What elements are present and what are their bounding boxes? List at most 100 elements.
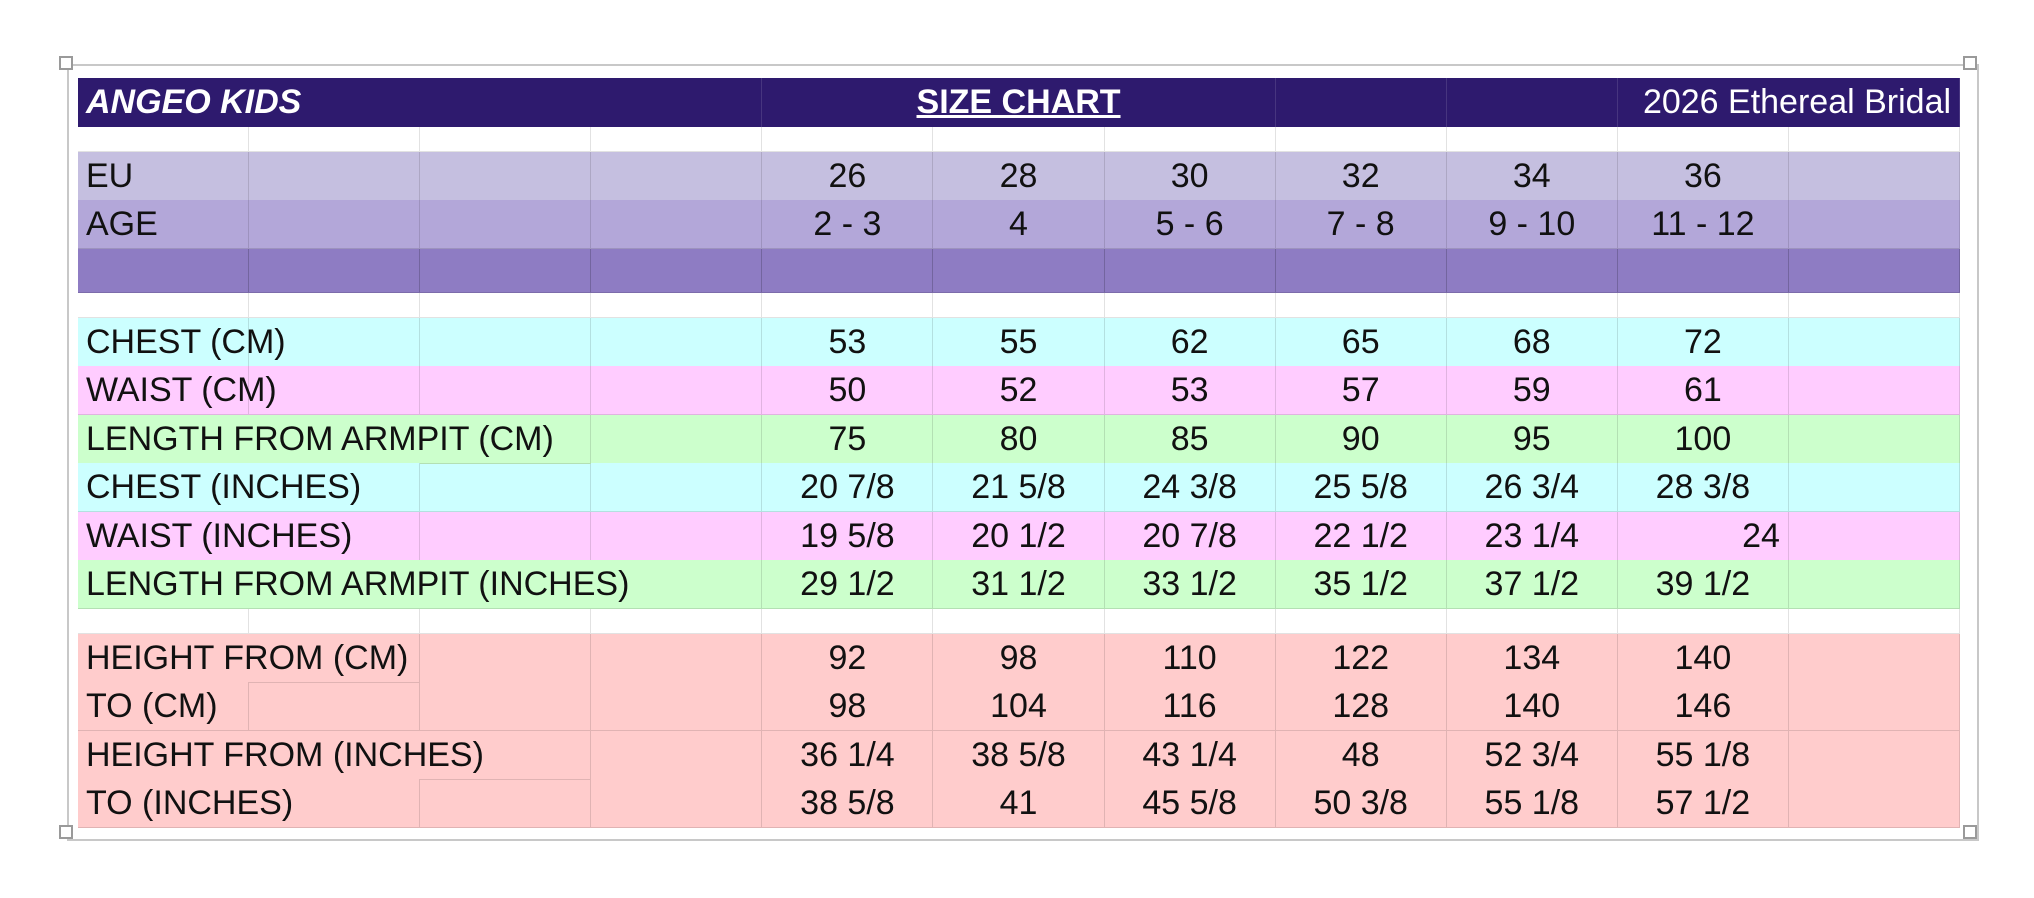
- measurement-row-chest-cm: CHEST (CM) 53 55 62 65 68 72: [78, 317, 1961, 367]
- row-label: CHEST (CM): [78, 317, 286, 367]
- value-cell: 37 1/2: [1446, 560, 1618, 609]
- value-cell: 134: [1446, 633, 1618, 683]
- value-cell: 25 5/8: [1275, 463, 1447, 512]
- value-cell: 28 3/8: [1617, 463, 1789, 512]
- value-cell: 50: [762, 366, 934, 415]
- row-label: TO (CM): [78, 682, 250, 731]
- height-row-from-cm: HEIGHT FROM (CM) 92 98 110 122 134 140: [78, 633, 1961, 683]
- height-row-to-cm: TO (CM) 98 104 116 128 140 146: [78, 682, 1961, 731]
- age-cell: 11 - 12: [1617, 200, 1789, 249]
- resize-handle-bottom-left[interactable]: [59, 825, 73, 839]
- measurement-row-waist-cm: WAIST (CM) 50 52 53 57 59 61: [78, 366, 1961, 415]
- row-label: LENGTH FROM ARMPIT (INCHES): [78, 560, 763, 609]
- measurement-row-waist-inches: WAIST (INCHES) 19 5/8 20 1/2 20 7/8 22 1…: [78, 511, 1961, 561]
- row-label: TO (INCHES): [78, 779, 421, 828]
- value-cell: 48: [1275, 730, 1447, 780]
- value-cell: 95: [1446, 414, 1618, 464]
- value-cell: 104: [933, 682, 1105, 731]
- value-cell: 116: [1104, 682, 1276, 731]
- value-cell: 43 1/4: [1104, 730, 1276, 780]
- value-cell: 61: [1617, 366, 1789, 415]
- row-label: AGE: [78, 200, 250, 249]
- age-cell: 2 - 3: [762, 200, 934, 249]
- row-label: HEIGHT FROM (INCHES): [78, 730, 592, 780]
- resize-handle-top-right[interactable]: [1963, 56, 1977, 70]
- value-cell: 65: [1275, 317, 1447, 367]
- value-cell: 22 1/2: [1275, 511, 1447, 561]
- value-cell: 33 1/2: [1104, 560, 1276, 609]
- chart-title: SIZE CHART: [762, 78, 1276, 127]
- value-cell: 39 1/2: [1617, 560, 1789, 609]
- age-cell: 7 - 8: [1275, 200, 1447, 249]
- value-cell: 59: [1446, 366, 1618, 415]
- purple-band-row: [78, 248, 1961, 293]
- value-cell: 62: [1104, 317, 1276, 367]
- value-cell: 24 3/8: [1104, 463, 1276, 512]
- spacer-row: [78, 292, 1961, 318]
- value-cell: 19 5/8: [762, 511, 934, 561]
- value-cell: 53: [762, 317, 934, 367]
- value-cell: 20 1/2: [933, 511, 1105, 561]
- row-label: EU: [78, 151, 250, 201]
- value-cell: 20 7/8: [762, 463, 934, 512]
- value-cell: 98: [762, 682, 934, 731]
- spacer-row: [78, 608, 1961, 634]
- resize-handle-bottom-right[interactable]: [1963, 825, 1977, 839]
- value-cell: 55 1/8: [1446, 779, 1618, 828]
- value-cell: 24: [1617, 511, 1789, 561]
- row-label: WAIST (CM): [78, 366, 277, 415]
- resize-handle-top-left[interactable]: [59, 56, 73, 70]
- value-cell: 36 1/4: [762, 730, 934, 780]
- value-cell: 75: [762, 414, 934, 464]
- collection-name: 2026 Ethereal Bridal: [1618, 78, 1961, 127]
- value-cell: 52: [933, 366, 1105, 415]
- value-cell: 53: [1104, 366, 1276, 415]
- height-row-to-inches: TO (INCHES) 38 5/8 41 45 5/8 50 3/8 55 1…: [78, 779, 1961, 828]
- value-cell: 41: [933, 779, 1105, 828]
- value-cell: 52 3/4: [1446, 730, 1618, 780]
- age-cell: 9 - 10: [1446, 200, 1618, 249]
- eu-size-cell: 34: [1446, 151, 1618, 201]
- value-cell: 23 1/4: [1446, 511, 1618, 561]
- value-cell: 98: [933, 633, 1105, 683]
- value-cell: 100: [1617, 414, 1789, 464]
- row-label: CHEST (INCHES): [78, 463, 421, 512]
- age-cell: 5 - 6: [1104, 200, 1276, 249]
- value-cell: 140: [1617, 633, 1789, 683]
- header-row: ANGEO KIDS SIZE CHART 2026 Ethereal Brid…: [78, 78, 1961, 127]
- value-cell: 90: [1275, 414, 1447, 464]
- row-label: WAIST (INCHES): [78, 511, 421, 561]
- value-cell: 50 3/8: [1275, 779, 1447, 828]
- spacer-row: [78, 126, 1961, 152]
- value-cell: 72: [1617, 317, 1789, 367]
- value-cell: 146: [1617, 682, 1789, 731]
- value-cell: 55: [933, 317, 1105, 367]
- value-cell: 35 1/2: [1275, 560, 1447, 609]
- measurement-row-chest-inches: CHEST (INCHES) 20 7/8 21 5/8 24 3/8 25 5…: [78, 463, 1961, 512]
- measurement-row-length-cm: LENGTH FROM ARMPIT (CM) 75 80 85 90 95 1…: [78, 414, 1961, 464]
- row-label: LENGTH FROM ARMPIT (CM): [78, 414, 592, 464]
- eu-size-cell: 30: [1104, 151, 1276, 201]
- eu-size-cell: 36: [1617, 151, 1789, 201]
- value-cell: 57: [1275, 366, 1447, 415]
- value-cell: 38 5/8: [933, 730, 1105, 780]
- age-row: AGE 2 - 3 4 5 - 6 7 - 8 9 - 10 11 - 12: [78, 200, 1961, 249]
- object-selection-frame[interactable]: [67, 64, 1979, 841]
- measurement-row-length-inches: LENGTH FROM ARMPIT (INCHES) 29 1/2 31 1/…: [78, 560, 1961, 609]
- size-chart-table: ANGEO KIDS SIZE CHART 2026 Ethereal Brid…: [78, 78, 1961, 828]
- value-cell: 29 1/2: [762, 560, 934, 609]
- age-cell: 4: [933, 200, 1105, 249]
- value-cell: 140: [1446, 682, 1618, 731]
- brand-name: ANGEO KIDS: [78, 78, 763, 127]
- value-cell: 128: [1275, 682, 1447, 731]
- value-cell: 21 5/8: [933, 463, 1105, 512]
- value-cell: 45 5/8: [1104, 779, 1276, 828]
- value-cell: 80: [933, 414, 1105, 464]
- value-cell: 55 1/8: [1617, 730, 1789, 780]
- height-row-from-inches: HEIGHT FROM (INCHES) 36 1/4 38 5/8 43 1/…: [78, 730, 1961, 780]
- value-cell: 92: [762, 633, 934, 683]
- header-cell: [1447, 78, 1618, 127]
- value-cell: 68: [1446, 317, 1618, 367]
- value-cell: 57 1/2: [1617, 779, 1789, 828]
- eu-size-cell: 26: [762, 151, 934, 201]
